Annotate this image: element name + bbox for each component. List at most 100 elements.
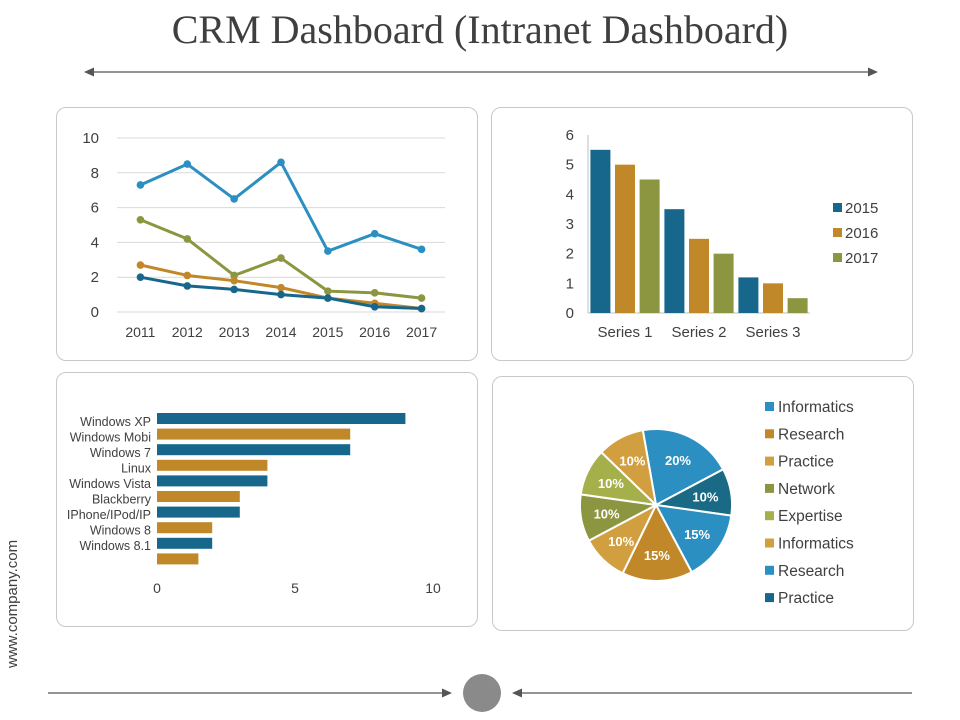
pie-slice <box>641 428 725 507</box>
pie-legend-swatch <box>765 456 774 466</box>
line-point <box>370 229 379 238</box>
pie-slice-label: 10% <box>692 489 718 504</box>
line-point <box>183 271 192 280</box>
column-chart-y-tick: 6 <box>566 127 574 144</box>
line-chart: 0 2 4 6 8 10 2011 2012 2013 2014 2015 2016 2017 <box>82 130 445 340</box>
pie-legend-label: Informatics <box>778 536 854 553</box>
line-chart-x-tick: 2013 <box>219 324 250 340</box>
line-chart-x-tick: 2017 <box>406 324 437 340</box>
hbar-x-tick: 10 <box>425 580 441 596</box>
hbar-x-tick: 5 <box>291 580 299 596</box>
hbar <box>157 475 268 487</box>
line-chart-x-tick: 2011 <box>125 324 155 340</box>
line-point <box>183 160 192 168</box>
hbar-label: Windows 7 <box>90 446 151 460</box>
line-chart-x-tick: 2014 <box>265 324 296 340</box>
pie-legend-swatch <box>765 565 774 575</box>
column-bar <box>763 283 783 313</box>
pie-legend-swatch <box>765 429 774 439</box>
column-legend-label: 2017 <box>845 250 878 267</box>
line-point <box>370 289 379 297</box>
column-legend-swatch <box>833 203 842 212</box>
column-chart-category: Series 1 <box>597 324 652 341</box>
pie-legend-swatch <box>765 538 774 548</box>
column-chart-category: Series 2 <box>671 324 726 341</box>
hbar-label: Windows XP <box>80 415 151 429</box>
pie-slice-label: 10% <box>608 534 634 549</box>
column-bar <box>590 149 611 313</box>
hbar <box>157 506 240 518</box>
column-bar <box>639 179 660 313</box>
pie-legend-label: Network <box>778 481 835 498</box>
line-point <box>417 294 426 302</box>
line-point <box>183 235 192 243</box>
pie-slice-label: 15% <box>644 548 670 563</box>
line-point <box>230 285 238 294</box>
pie-legend-label: Informatics <box>778 399 854 416</box>
pie-slice <box>599 428 658 508</box>
top-arrow-divider <box>84 67 878 77</box>
column-bar <box>787 298 808 313</box>
line-point <box>370 302 379 311</box>
pie-slice <box>654 503 733 574</box>
hbar <box>157 428 351 440</box>
hbar-label: Windows Vista <box>69 477 151 491</box>
pie-legend-swatch <box>765 593 774 603</box>
center-circle <box>463 674 501 712</box>
column-legend-swatch <box>833 228 842 237</box>
line-point <box>277 254 285 262</box>
line-point <box>324 287 332 295</box>
bottom-right-arrow <box>512 688 912 698</box>
line-point <box>230 276 238 285</box>
column-bar <box>713 253 734 313</box>
column-chart-y-tick: 5 <box>566 157 574 174</box>
line-point <box>277 290 285 299</box>
hbar <box>157 491 240 502</box>
line-chart-y-tick: 4 <box>91 234 99 251</box>
pie-legend-label: Practice <box>778 454 834 471</box>
line-point <box>324 294 332 302</box>
hbar <box>157 413 406 424</box>
line-point <box>324 247 332 255</box>
line-point <box>136 261 145 269</box>
line-point <box>136 215 145 224</box>
line-point <box>417 304 426 313</box>
pie-legend-swatch <box>765 511 774 521</box>
pie-legend-label: Expertise <box>778 508 843 525</box>
pie-slice-label: 10% <box>619 454 645 469</box>
column-legend-swatch <box>833 253 842 262</box>
hbar <box>157 444 351 456</box>
hbar <box>157 537 213 549</box>
pie-legend-label: Research <box>778 563 844 580</box>
page-title: CRM Dashboard (Intranet Dashboard) <box>171 7 789 52</box>
hbar <box>157 459 268 471</box>
pie-chart-panel: 20% 10% 15% 15% 10% 10% 10% 10% Informatics Resea… <box>492 376 914 631</box>
hbar <box>157 553 199 565</box>
column-chart: 0 1 2 3 4 5 6 Series 1 Series 2 Series 3 2015 2016 2… <box>566 127 879 341</box>
column-chart-y-tick: 4 <box>566 186 574 203</box>
hbar-x-tick: 0 <box>153 580 161 596</box>
line-point <box>230 195 238 203</box>
bottom-left-arrow <box>48 688 452 698</box>
line-point <box>277 158 285 167</box>
line-chart-x-tick: 2015 <box>312 324 343 340</box>
column-bar <box>689 238 709 313</box>
pie-slice-label: 15% <box>684 527 710 542</box>
pie-slice <box>621 502 694 582</box>
pie-slice-label: 10% <box>594 507 620 522</box>
pie-legend-swatch <box>765 402 774 411</box>
line-chart-y-tick: 0 <box>91 304 99 321</box>
pie-chart: 20% 10% 15% 15% 10% 10% 10% 10% Informatics Resea… <box>579 399 854 607</box>
line-chart-y-tick: 6 <box>91 200 99 217</box>
column-chart-panel: 0 1 2 3 4 5 6 Series 1 Series 2 Series 3 2015 2016 2… <box>491 107 913 361</box>
line-chart-y-tick: 8 <box>91 165 99 182</box>
column-chart-y-tick: 0 <box>566 305 574 322</box>
line-chart-y-tick: 2 <box>91 269 99 286</box>
column-legend-label: 2016 <box>845 225 878 242</box>
hbar-label: Windows 8.1 <box>79 539 151 553</box>
line-chart-panel: 0 2 4 6 8 10 2011 2012 2013 2014 2015 2016 2017 <box>56 107 478 361</box>
line-point <box>136 273 145 281</box>
pie-legend-swatch <box>765 483 774 493</box>
line-chart-y-tick: 10 <box>82 130 99 147</box>
line-point <box>183 282 192 290</box>
